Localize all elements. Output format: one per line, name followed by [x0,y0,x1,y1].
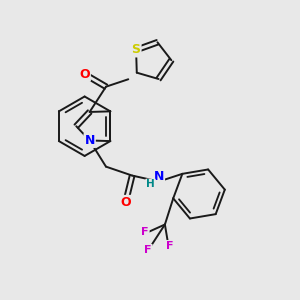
Text: F: F [141,227,149,237]
Text: O: O [120,196,131,209]
Text: S: S [132,44,141,56]
Text: N: N [84,134,95,147]
Text: F: F [166,241,174,251]
Text: H: H [146,179,155,190]
Text: F: F [144,245,152,255]
Text: O: O [79,68,90,81]
Text: N: N [154,170,164,183]
